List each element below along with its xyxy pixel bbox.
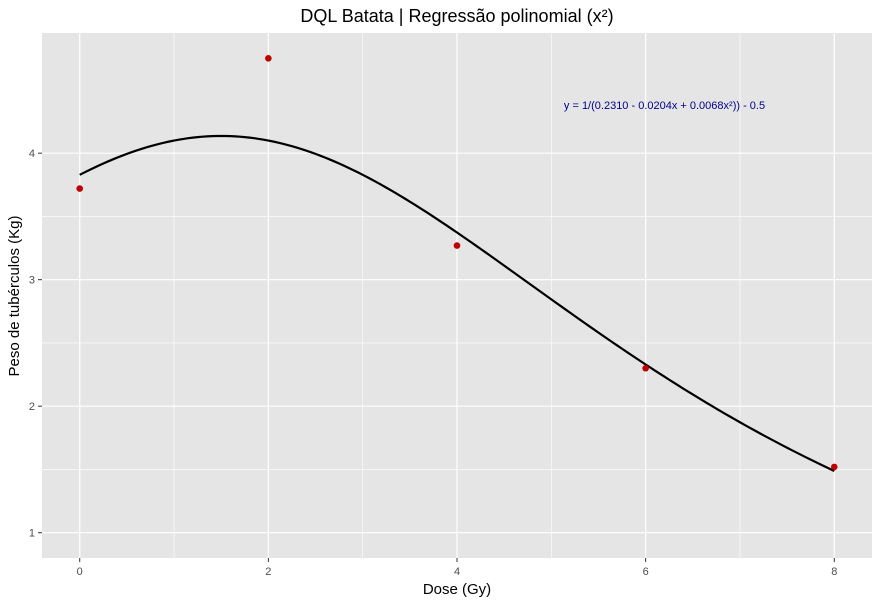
data-point	[453, 242, 461, 249]
x-tick-label: 0	[77, 566, 83, 578]
data-point	[642, 364, 649, 372]
curve-layer	[79, 134, 835, 472]
x-tick-label: 2	[265, 566, 271, 578]
data-point	[830, 463, 838, 471]
x-tick-label: 4	[454, 566, 460, 578]
y-tick-label: 1	[29, 528, 35, 540]
fitted-curve	[79, 134, 835, 472]
x-tick-label: 6	[643, 566, 649, 578]
x-axis-label: Dose (Gy)	[423, 581, 491, 598]
x-tick-label: 8	[831, 566, 837, 578]
y-tick-label: 3	[29, 275, 35, 287]
y-tick-label: 2	[29, 401, 35, 413]
data-point	[76, 185, 84, 192]
ticks-layer: 0 2 4 6 8 1 2 3 4	[29, 148, 837, 578]
chart-title: DQL Batata | Regressão polinomial (x²)	[300, 6, 613, 26]
data-point	[265, 55, 272, 62]
points-layer	[76, 55, 838, 471]
equation-annotation: y = 1/(0.2310 - 0.0204x + 0.0068x²)) - 0…	[564, 100, 765, 112]
major-gridlines	[42, 33, 872, 558]
y-tick-label: 4	[29, 148, 35, 160]
y-axis-label: Peso de tubérculos (Kg)	[6, 216, 23, 377]
